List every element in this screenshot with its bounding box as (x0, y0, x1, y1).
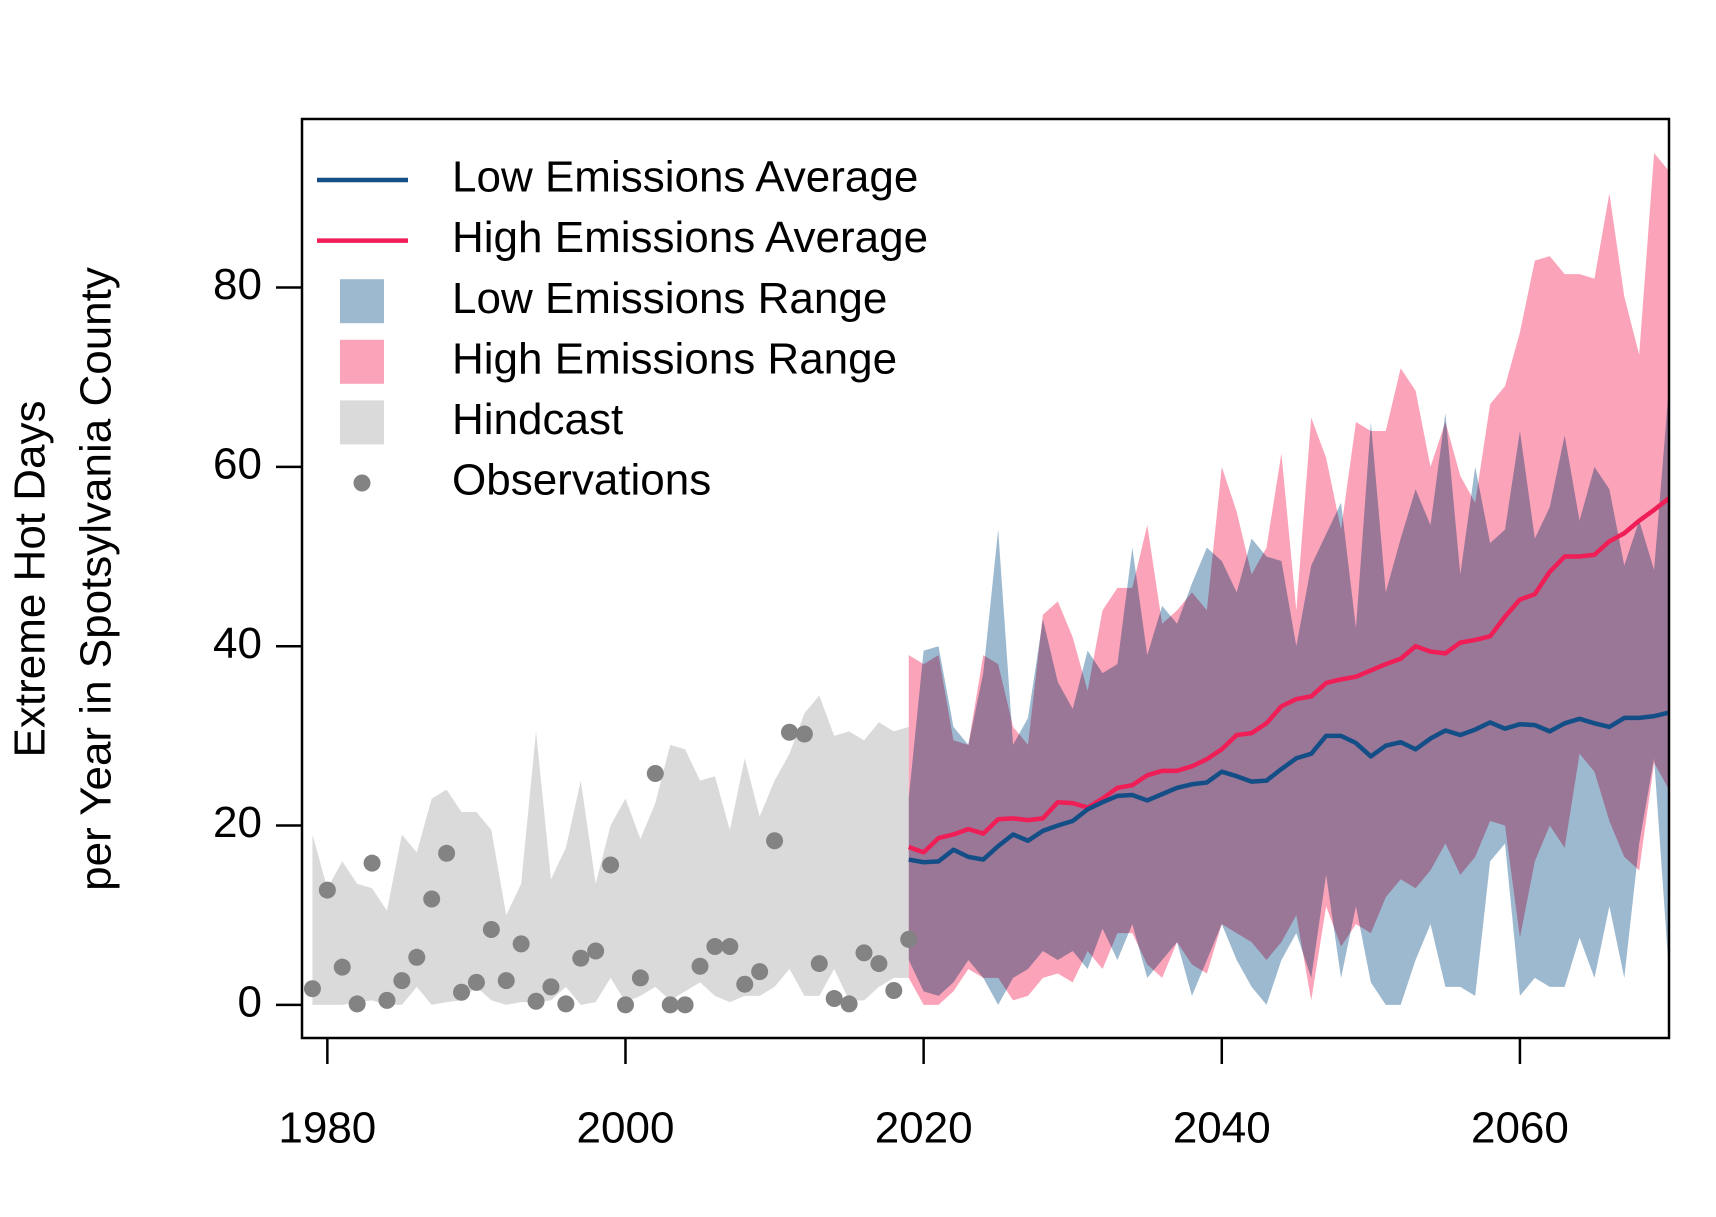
x-tick-label: 2020 (875, 1104, 973, 1153)
legend-swatch (340, 279, 384, 324)
observation-point (378, 991, 396, 1009)
observation-point (363, 854, 381, 872)
observation-point (780, 723, 798, 741)
x-tick-label: 2060 (1471, 1104, 1569, 1153)
legend-label: Low Emissions Range (452, 274, 887, 323)
legend-point (353, 474, 371, 492)
legend-label: High Emissions Range (452, 334, 897, 383)
y-tick-label: 20 (213, 798, 262, 847)
observation-point (855, 944, 873, 962)
observation-point (602, 856, 620, 874)
y-tick-label: 60 (213, 440, 262, 489)
observation-point (467, 973, 485, 991)
range-band (312, 695, 909, 1005)
observation-point (751, 963, 769, 981)
observation-point (646, 765, 664, 783)
observation-point (572, 949, 590, 967)
observation-point (616, 996, 634, 1014)
y-axis-label: Extreme Hot Days (6, 401, 55, 758)
x-tick-label: 2040 (1173, 1104, 1271, 1153)
observation-point (810, 955, 828, 973)
observation-point (900, 930, 918, 948)
observation-point (527, 992, 545, 1010)
observation-point (348, 995, 366, 1013)
y-tick-label: 0 (238, 977, 262, 1026)
observation-point (870, 955, 888, 973)
observation-point (408, 948, 426, 966)
observation-point (512, 935, 530, 953)
observation-point (557, 995, 575, 1013)
observation-point (631, 969, 649, 987)
observation-point (542, 978, 560, 996)
observation-point (840, 995, 858, 1013)
average-line (908, 710, 1669, 865)
observation-point (795, 725, 813, 743)
observation-point (318, 881, 336, 899)
plot-area (303, 153, 1669, 1014)
observation-point (885, 981, 903, 999)
y-tick-label: 80 (213, 260, 262, 309)
x-tick-label: 2000 (577, 1104, 675, 1153)
average-line (907, 496, 1669, 855)
observation-point (691, 957, 709, 975)
y-axis-label: per Year in Spotsylvania County (72, 267, 121, 891)
observation-point (333, 958, 351, 976)
legend-swatch (340, 339, 384, 384)
range-band (908, 386, 1669, 1005)
observation-point (825, 990, 843, 1008)
plot-frame (300, 117, 1671, 1040)
observation-point (393, 972, 411, 990)
observation-point (676, 996, 694, 1014)
observation-point (482, 921, 500, 939)
legend-label: Low Emissions Average (452, 153, 918, 202)
observation-point (706, 938, 724, 956)
observation-point (438, 844, 456, 862)
legend-swatch (340, 400, 384, 445)
observation-point (423, 890, 441, 908)
observation-point (736, 975, 754, 993)
observation-point (766, 832, 784, 850)
legend-label: Hindcast (452, 395, 623, 444)
legend-label: High Emissions Average (452, 213, 928, 262)
observation-point (453, 983, 471, 1001)
y-tick-label: 40 (213, 619, 262, 668)
observation-point (303, 980, 321, 998)
observation-point (661, 996, 679, 1014)
observation-point (497, 972, 515, 990)
observation-point (587, 942, 605, 960)
legend-label: Observations (452, 456, 711, 505)
observation-point (721, 938, 739, 956)
x-tick-label: 1980 (278, 1104, 376, 1153)
